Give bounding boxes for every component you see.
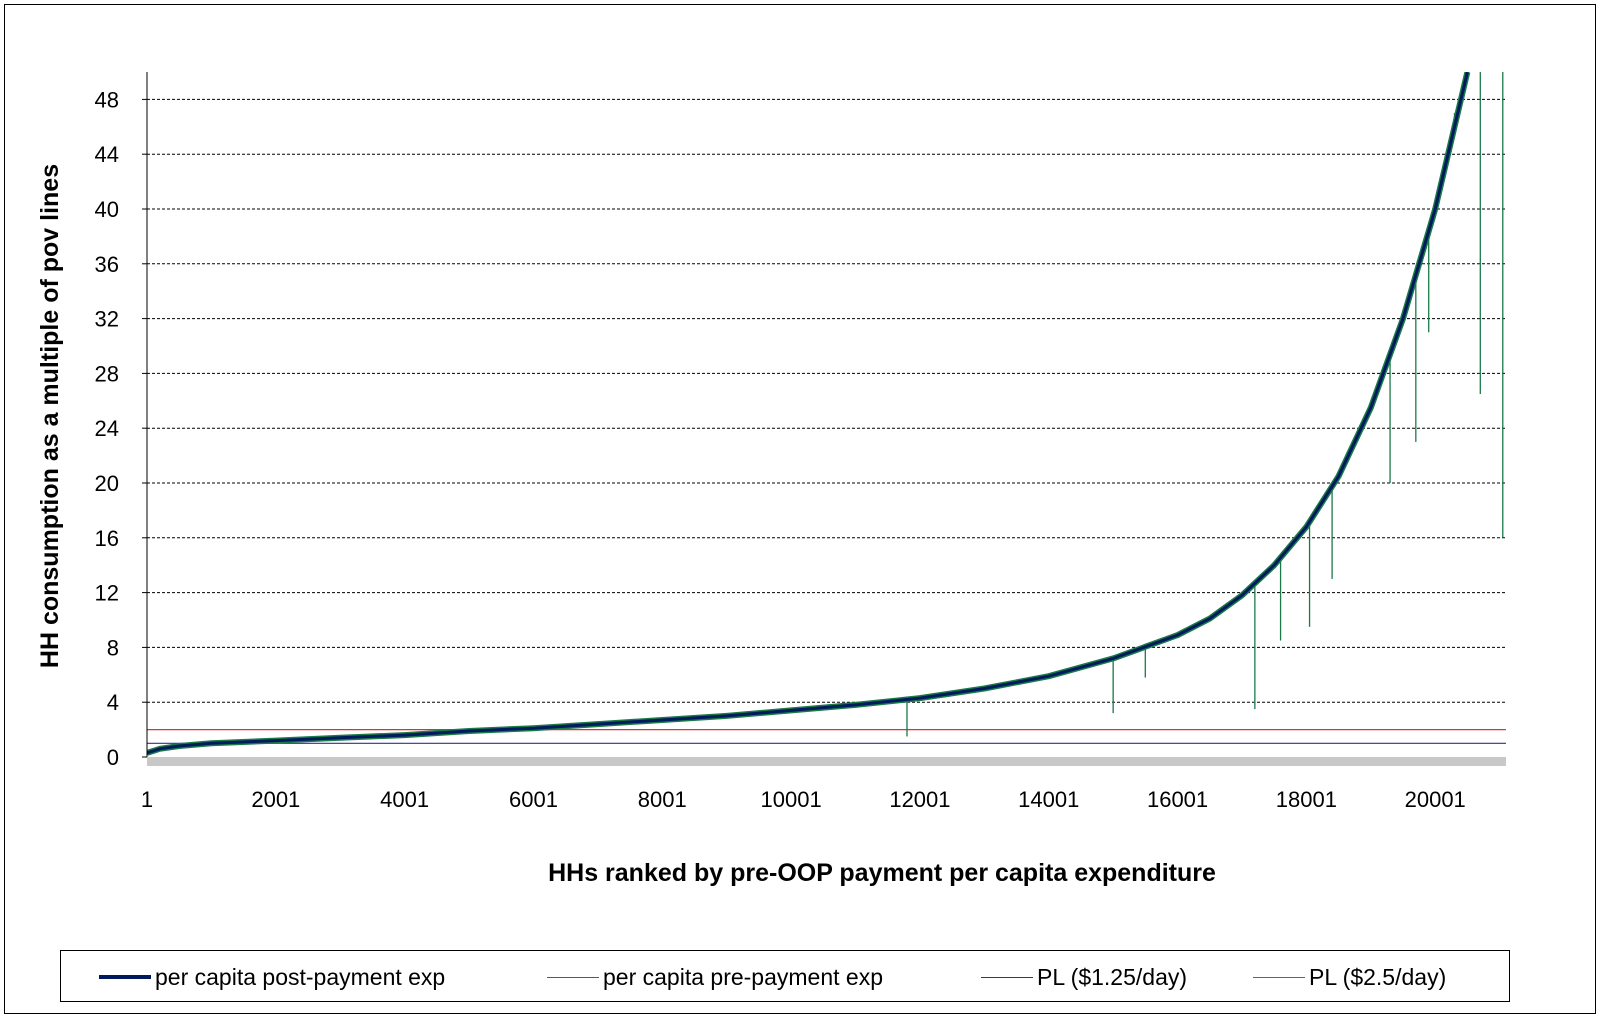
legend-label-pl-125: PL ($1.25/day) — [1037, 963, 1188, 990]
x-tick-label: 4001 — [380, 787, 429, 812]
legend-swatch-pl-25 — [1253, 976, 1305, 978]
legend-item-pl-125: PL ($1.25/day) — [981, 963, 1187, 991]
legend-swatch-pre-payment — [547, 976, 599, 978]
legend-item-pl-25: PL ($2.5/day) — [1253, 963, 1446, 991]
grid-lines — [142, 98, 1506, 758]
chart-frame — [4, 4, 1596, 1014]
x-tick-label: 12001 — [889, 787, 950, 812]
series-layer — [147, 72, 1506, 756]
y-tick-label: 8 — [107, 635, 119, 660]
x-tick-label: 10001 — [761, 787, 822, 812]
y-tick-label: 48 — [95, 87, 119, 112]
legend-swatch-post-payment — [99, 975, 151, 979]
legend-label-post-payment: per capita post-payment exp — [155, 963, 446, 990]
y-axis-title: HH consumption as a multiple of pov line… — [36, 164, 64, 668]
series-line-pre-payment — [147, 72, 1471, 756]
legend-item-pre-payment: per capita pre-payment exp — [547, 963, 883, 991]
legend: per capita post-payment exp per capita p… — [60, 950, 1510, 1002]
y-tick-label: 4 — [107, 690, 119, 715]
y-tick-label: 44 — [95, 142, 119, 167]
y-tick-label: 32 — [95, 307, 119, 332]
x-tick-label: 2001 — [251, 787, 300, 812]
x-tick-label: 18001 — [1276, 787, 1337, 812]
legend-label-pre-payment: per capita pre-payment exp — [603, 963, 883, 990]
y-tick-label: 16 — [95, 526, 119, 551]
plot-floor — [147, 757, 1506, 766]
x-tick-label: 6001 — [509, 787, 558, 812]
legend-label-pl-25: PL ($2.5/day) — [1309, 963, 1447, 990]
y-tick-label: 20 — [95, 471, 119, 496]
x-axis-title: HHs ranked by pre-OOP payment per capita… — [548, 859, 1216, 887]
y-tick-label: 40 — [95, 197, 119, 222]
y-tick-label: 0 — [107, 745, 119, 770]
y-tick-label: 36 — [95, 252, 119, 277]
x-tick-labels: 1 2001 4001 6001 8001 10001 12001 14001 16001 180… — [141, 787, 1466, 812]
series-line-post-payment — [147, 72, 1469, 755]
y-tick-label: 12 — [95, 581, 119, 606]
legend-item-post-payment: per capita post-payment exp — [99, 963, 445, 991]
y-tick-label: 28 — [95, 361, 119, 386]
x-tick-label: 20001 — [1405, 787, 1466, 812]
x-tick-label: 14001 — [1018, 787, 1079, 812]
x-tick-label: 1 — [141, 787, 153, 812]
x-tick-label: 16001 — [1147, 787, 1208, 812]
legend-swatch-pl-125 — [981, 976, 1033, 978]
x-tick-label: 8001 — [638, 787, 687, 812]
y-tick-label: 24 — [95, 416, 119, 441]
